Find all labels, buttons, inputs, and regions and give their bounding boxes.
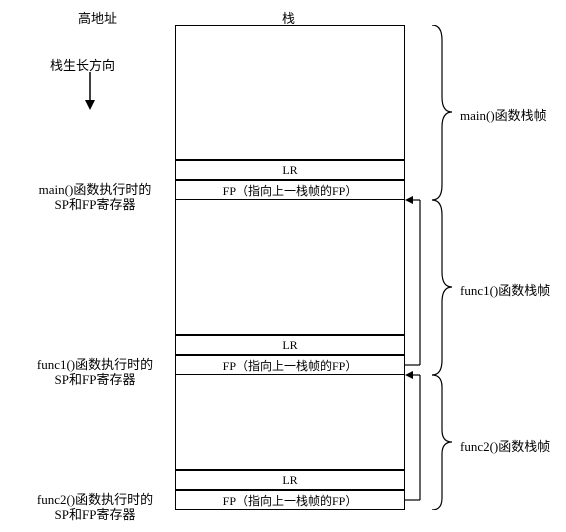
func1-frame-body [175, 200, 405, 335]
func2-left-line1: func2()函数执行时的 [37, 492, 153, 507]
main-left-label: main()函数执行时的 SP和FP寄存器 [20, 182, 170, 212]
func2-lr-cell: LR [175, 470, 405, 490]
func1-fp-arrow-icon [405, 195, 430, 370]
func2-brace-icon [430, 375, 460, 510]
func1-left-line2: SP和FP寄存器 [55, 372, 136, 387]
high-addr-label: 高地址 [78, 8, 117, 27]
main-fp-cell: FP（指向上一栈帧的FP） [175, 180, 405, 200]
func1-fp-cell: FP（指向上一栈帧的FP） [175, 355, 405, 375]
main-frame-body [175, 25, 405, 160]
func1-left-line1: func1()函数执行时的 [37, 357, 153, 372]
func1-right-label: func1()函数栈帧 [460, 280, 550, 299]
main-brace-icon [430, 25, 460, 200]
growth-arrow-icon [80, 72, 100, 112]
func2-right-label: func2()函数栈帧 [460, 436, 550, 455]
func2-left-label: func2()函数执行时的 SP和FP寄存器 [20, 492, 170, 522]
main-right-label: main()函数栈帧 [460, 105, 547, 124]
func1-brace-icon [430, 200, 460, 375]
main-left-line1: main()函数执行时的 [39, 182, 152, 197]
main-lr-cell: LR [175, 160, 405, 180]
func1-lr-cell: LR [175, 335, 405, 355]
func2-fp-cell: FP（指向上一栈帧的FP） [175, 490, 405, 510]
func1-left-label: func1()函数执行时的 SP和FP寄存器 [20, 357, 170, 387]
func2-fp-arrow-icon [405, 370, 430, 505]
func2-frame-body [175, 375, 405, 470]
func2-left-line2: SP和FP寄存器 [55, 507, 136, 522]
main-left-line2: SP和FP寄存器 [55, 197, 136, 212]
